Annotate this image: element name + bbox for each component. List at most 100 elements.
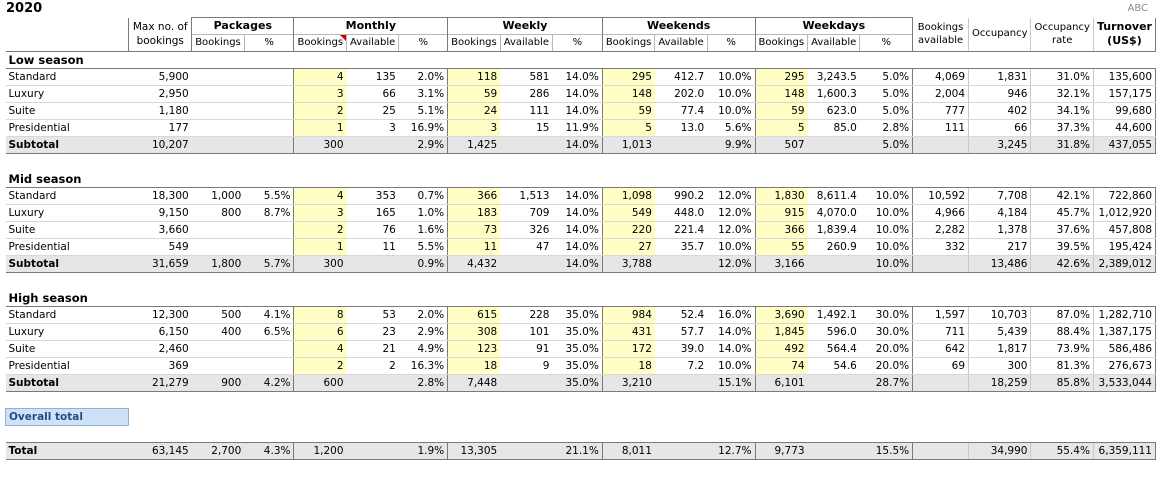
cell-weekends-pct[interactable]: 12.0% [707,187,755,205]
row-label[interactable]: Total [5,442,129,460]
cell-occupancy[interactable]: 3,245 [968,136,1031,154]
cell-weekdays-bookings[interactable]: 3,166 [754,255,808,273]
cell-monthly-pct[interactable]: 1.6% [398,221,448,239]
cell-weekends-pct[interactable]: 10.0% [707,357,755,375]
cell-packages-bookings[interactable] [191,221,245,239]
cell-weekly-pct[interactable]: 14.0% [552,102,603,120]
cell-weekdays-bookings[interactable]: 915 [754,204,808,222]
cell-weekdays-available[interactable]: 1,492.1 [807,306,860,324]
cell-max-bookings[interactable]: 9,150 [128,204,192,222]
cell-max-bookings[interactable]: 6,150 [128,323,192,341]
cell-weekends-available[interactable]: 7.2 [654,357,708,375]
cell-packages-bookings[interactable] [191,136,245,154]
cell-monthly-bookings[interactable]: 4 [293,340,347,358]
cell-occupancy[interactable]: 7,708 [968,187,1031,205]
cell-packages-pct[interactable]: 4.2% [244,374,294,392]
cell-weekdays-bookings[interactable]: 1,845 [754,323,808,341]
cell-bookings-available[interactable]: 111 [912,119,969,137]
cell-monthly-pct[interactable]: 2.0% [398,68,448,86]
cell-weekdays-bookings[interactable]: 366 [754,221,808,239]
cell-monthly-pct[interactable]: 0.9% [398,255,448,273]
cell-weekends-pct[interactable]: 10.0% [707,68,755,86]
row-label[interactable]: Luxury [5,85,129,103]
cell-monthly-bookings[interactable]: 2 [293,102,347,120]
cell-max-bookings[interactable]: 63,145 [128,442,192,460]
cell-weekends-bookings[interactable]: 1,013 [601,136,655,154]
cell-weekdays-pct[interactable]: 10.0% [859,255,913,273]
cell-occupancy-rate[interactable]: 32.1% [1030,85,1094,103]
cell-weekdays-pct[interactable]: 20.0% [859,357,913,375]
cell-occupancy[interactable]: 946 [968,85,1031,103]
cell-bookings-available[interactable]: 10,592 [912,187,969,205]
cell-monthly-pct[interactable]: 5.1% [398,102,448,120]
cell-weekends-available[interactable]: 77.4 [654,102,708,120]
cell-packages-pct[interactable]: 5.7% [244,255,294,273]
cell-monthly-pct[interactable]: 5.5% [398,238,448,256]
cell-weekends-pct[interactable]: 12.0% [707,255,755,273]
cell-bookings-available[interactable]: 2,004 [912,85,969,103]
cell-weekends-available[interactable]: 57.7 [654,323,708,341]
cell-monthly-available[interactable]: 76 [346,221,399,239]
cell-max-bookings[interactable]: 369 [128,357,192,375]
cell-weekly-available[interactable]: 326 [500,221,553,239]
cell-occupancy-rate[interactable]: 31.8% [1030,136,1094,154]
cell-turnover[interactable]: 157,175 [1092,85,1156,103]
cell-weekends-bookings[interactable]: 984 [601,306,655,324]
cell-occupancy-rate[interactable]: 45.7% [1030,204,1094,222]
cell-weekdays-bookings[interactable]: 6,101 [754,374,808,392]
cell-weekends-pct[interactable]: 12.0% [707,204,755,222]
cell-turnover[interactable]: 44,600 [1092,119,1156,137]
row-label[interactable]: Suite [5,221,129,239]
cell-bookings-available[interactable]: 1,597 [912,306,969,324]
cell-weekdays-pct[interactable]: 30.0% [859,306,913,324]
cell-weekdays-bookings[interactable]: 74 [754,357,808,375]
cell-bookings-available[interactable]: 777 [912,102,969,120]
cell-packages-pct[interactable] [244,85,294,103]
cell-monthly-available[interactable]: 353 [346,187,399,205]
cell-weekly-bookings[interactable]: 366 [447,187,501,205]
cell-occupancy[interactable]: 66 [968,119,1031,137]
cell-packages-pct[interactable] [244,340,294,358]
cell-weekends-available[interactable] [654,136,708,154]
cell-bookings-available[interactable] [912,442,969,460]
cell-monthly-available[interactable]: 165 [346,204,399,222]
cell-weekdays-pct[interactable]: 15.5% [859,442,913,460]
cell-weekdays-bookings[interactable]: 5 [754,119,808,137]
row-label[interactable]: Suite [5,340,129,358]
cell-monthly-bookings[interactable]: 3 [293,204,347,222]
cell-weekends-available[interactable]: 52.4 [654,306,708,324]
cell-packages-pct[interactable]: 5.5% [244,187,294,205]
cell-weekly-bookings[interactable]: 4,432 [447,255,501,273]
cell-weekly-pct[interactable]: 14.0% [552,68,603,86]
cell-packages-pct[interactable]: 8.7% [244,204,294,222]
cell-occupancy-rate[interactable]: 42.1% [1030,187,1094,205]
cell-weekdays-pct[interactable]: 5.0% [859,102,913,120]
cell-packages-bookings[interactable]: 400 [191,323,245,341]
cell-weekends-pct[interactable]: 15.1% [707,374,755,392]
cell-weekends-available[interactable]: 39.0 [654,340,708,358]
cell-monthly-pct[interactable]: 1.0% [398,204,448,222]
cell-weekends-bookings[interactable]: 220 [601,221,655,239]
cell-occupancy-rate[interactable]: 81.3% [1030,357,1094,375]
cell-weekly-bookings[interactable]: 3 [447,119,501,137]
row-label[interactable]: Standard [5,187,129,205]
cell-packages-bookings[interactable]: 2,700 [191,442,245,460]
cell-packages-bookings[interactable]: 900 [191,374,245,392]
cell-occupancy[interactable]: 4,184 [968,204,1031,222]
cell-weekdays-pct[interactable]: 2.8% [859,119,913,137]
cell-weekly-bookings[interactable]: 1,425 [447,136,501,154]
cell-weekends-available[interactable]: 221.4 [654,221,708,239]
cell-occupancy[interactable]: 300 [968,357,1031,375]
cell-weekdays-available[interactable] [807,374,860,392]
cell-weekdays-available[interactable]: 3,243.5 [807,68,860,86]
cell-turnover[interactable]: 1,282,710 [1092,306,1156,324]
cell-weekly-bookings[interactable]: 118 [447,68,501,86]
cell-turnover[interactable]: 2,389,012 [1092,255,1156,273]
cell-monthly-bookings[interactable]: 3 [293,85,347,103]
cell-weekends-pct[interactable]: 14.0% [707,340,755,358]
cell-monthly-available[interactable] [346,255,399,273]
cell-weekdays-bookings[interactable]: 1,830 [754,187,808,205]
cell-max-bookings[interactable]: 12,300 [128,306,192,324]
row-label[interactable]: Standard [5,306,129,324]
cell-weekdays-bookings[interactable]: 59 [754,102,808,120]
